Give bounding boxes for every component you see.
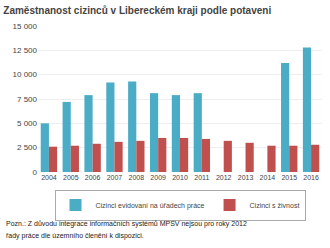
svg-text:Cizinci s živnost: Cizinci s živnost bbox=[250, 202, 300, 209]
svg-text:řady práce dle územního členěn: řady práce dle územního členění k dispoz… bbox=[6, 232, 144, 240]
svg-text:2016: 2016 bbox=[303, 174, 319, 181]
svg-text:2006: 2006 bbox=[85, 174, 101, 181]
svg-text:15 000: 15 000 bbox=[13, 22, 38, 31]
svg-text:2015: 2015 bbox=[281, 174, 297, 181]
svg-text:2013: 2013 bbox=[238, 174, 254, 181]
svg-text:2004: 2004 bbox=[41, 174, 57, 181]
svg-text:0: 0 bbox=[33, 168, 38, 177]
svg-text:10 000: 10 000 bbox=[13, 70, 38, 79]
svg-text:2010: 2010 bbox=[172, 174, 188, 181]
svg-text:12 500: 12 500 bbox=[13, 46, 38, 55]
svg-text:2005: 2005 bbox=[63, 174, 79, 181]
svg-text:2008: 2008 bbox=[129, 174, 145, 181]
svg-text:2 500: 2 500 bbox=[17, 143, 38, 152]
svg-text:7 500: 7 500 bbox=[17, 95, 38, 104]
svg-text:2009: 2009 bbox=[150, 174, 166, 181]
svg-text:2014: 2014 bbox=[260, 174, 276, 181]
svg-text:2012: 2012 bbox=[216, 174, 232, 181]
svg-text:5 000: 5 000 bbox=[17, 119, 38, 128]
svg-text:Pozn.: Z důvodu integrace info: Pozn.: Z důvodu integrace informačních s… bbox=[6, 220, 247, 228]
svg-text:Zaměstnanost cizinců v Liberec: Zaměstnanost cizinců v Libereckém kraji … bbox=[3, 5, 271, 16]
svg-text:2011: 2011 bbox=[194, 174, 209, 181]
svg-text:2007: 2007 bbox=[107, 174, 123, 181]
svg-text:Cizinci evidovaní na úřadech p: Cizinci evidovaní na úřadech práce bbox=[96, 202, 205, 210]
